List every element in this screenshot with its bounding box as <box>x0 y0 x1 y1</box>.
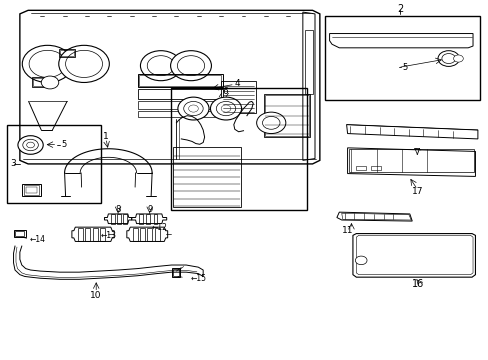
Text: ←13: ←13 <box>101 231 117 240</box>
Bar <box>59 49 75 57</box>
Bar <box>140 228 144 241</box>
Bar <box>153 214 157 224</box>
Circle shape <box>210 97 241 120</box>
Bar <box>137 111 222 117</box>
Text: 8: 8 <box>115 205 121 214</box>
Circle shape <box>59 45 109 82</box>
Bar <box>15 231 24 236</box>
Text: 2: 2 <box>396 4 403 14</box>
Circle shape <box>216 102 235 116</box>
Text: 6: 6 <box>222 87 227 96</box>
Bar <box>324 16 479 100</box>
Bar <box>132 228 137 241</box>
Text: 10: 10 <box>90 291 102 300</box>
Circle shape <box>178 97 208 120</box>
Circle shape <box>256 112 285 134</box>
Bar <box>305 30 312 94</box>
Circle shape <box>188 105 198 112</box>
Bar <box>24 185 39 195</box>
Circle shape <box>65 50 102 77</box>
Bar <box>93 228 98 241</box>
Bar <box>356 166 366 170</box>
Text: 4: 4 <box>234 79 240 88</box>
Bar <box>170 88 306 210</box>
Bar <box>265 95 308 136</box>
Bar <box>22 184 41 196</box>
Bar <box>111 214 115 224</box>
Circle shape <box>441 54 455 64</box>
Text: 7: 7 <box>413 148 419 157</box>
Bar <box>85 228 90 241</box>
Text: 9: 9 <box>147 205 152 214</box>
Text: ←15: ←15 <box>191 274 206 283</box>
Bar <box>116 214 120 224</box>
Bar <box>171 268 180 277</box>
Text: 5: 5 <box>402 63 407 72</box>
Circle shape <box>183 102 203 116</box>
Text: 16: 16 <box>411 279 424 289</box>
Bar <box>26 187 37 193</box>
Bar <box>33 78 46 86</box>
Bar <box>137 73 222 87</box>
Circle shape <box>29 50 66 77</box>
Bar <box>173 269 179 276</box>
Circle shape <box>355 256 366 265</box>
Bar <box>348 149 472 172</box>
Circle shape <box>22 45 73 82</box>
Text: ←12: ←12 <box>152 222 168 231</box>
Circle shape <box>170 51 211 81</box>
Bar <box>155 228 160 241</box>
Text: ←14: ←14 <box>30 235 45 244</box>
Bar <box>139 75 221 86</box>
Bar <box>137 89 222 99</box>
Text: 11: 11 <box>341 226 353 235</box>
Bar <box>60 50 74 56</box>
Text: 3: 3 <box>10 159 16 168</box>
Bar <box>139 214 142 224</box>
Bar <box>172 147 240 207</box>
Bar <box>7 125 101 203</box>
Text: 17: 17 <box>411 187 423 196</box>
Text: 5: 5 <box>61 140 66 149</box>
Bar <box>122 214 126 224</box>
Bar <box>146 214 150 224</box>
Bar <box>14 230 26 237</box>
Bar <box>221 81 256 113</box>
Bar <box>32 77 47 87</box>
Circle shape <box>27 142 34 148</box>
Bar <box>78 228 83 241</box>
Circle shape <box>221 105 230 112</box>
Circle shape <box>147 56 174 76</box>
Circle shape <box>177 56 204 76</box>
Circle shape <box>262 116 280 129</box>
Circle shape <box>23 139 38 151</box>
Text: 1: 1 <box>103 132 108 141</box>
Bar <box>370 166 380 170</box>
Bar <box>100 228 105 241</box>
Bar <box>264 94 309 137</box>
Bar <box>147 228 152 241</box>
Circle shape <box>18 136 43 154</box>
Circle shape <box>437 51 458 66</box>
Circle shape <box>41 76 59 89</box>
Circle shape <box>453 55 462 62</box>
Bar <box>137 101 222 109</box>
Circle shape <box>140 51 181 81</box>
